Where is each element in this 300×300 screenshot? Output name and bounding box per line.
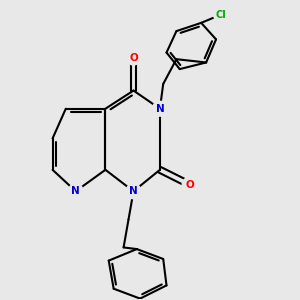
Text: O: O [185,180,194,190]
Circle shape [152,101,167,116]
Text: N: N [155,104,164,114]
Text: N: N [129,186,138,196]
Circle shape [182,177,197,192]
Circle shape [68,184,83,199]
Text: N: N [71,186,80,196]
Text: O: O [129,52,138,62]
Text: Cl: Cl [216,10,226,20]
Circle shape [126,50,141,65]
Circle shape [126,184,141,199]
Circle shape [214,7,228,22]
